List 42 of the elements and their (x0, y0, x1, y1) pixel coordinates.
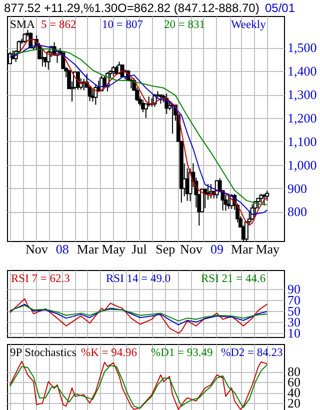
series-label: %K = 94.96 (81, 347, 138, 359)
y-tick-label: 900 (288, 180, 307, 196)
x-tick-label: May (102, 242, 126, 256)
text: RSI 14 = 49.0 (106, 273, 171, 285)
series-label: RSI 7 = 62.3 (11, 273, 70, 285)
annotation: 9P Stochastics (10, 347, 77, 359)
candlestick (206, 184, 210, 200)
x-tick-label: Mar (76, 242, 100, 256)
y-tick-label: 1,100 (288, 134, 317, 149)
x-tick-label: Mar (231, 242, 254, 256)
line-series (9, 304, 268, 326)
annotation: %D2 = 84.23 (221, 347, 283, 359)
series-label: %D1 = 93.49 (151, 347, 213, 359)
text: 05/01 (265, 1, 296, 15)
text: RSI 21 = 44.6 (201, 273, 266, 285)
text: 20 = 831 (164, 19, 206, 31)
x-tick-label: Sep (156, 242, 176, 256)
x-tick-label: Jul (132, 242, 148, 256)
x-tick-label: Nov (180, 242, 203, 256)
y-tick-label: 800 (288, 204, 307, 220)
annotation: SMA (10, 19, 36, 31)
candlestick (265, 190, 270, 202)
x-tick-label: Nov (25, 242, 48, 256)
y-tick-label: 1,500 (288, 40, 317, 56)
line-series (9, 304, 268, 322)
candlestick (90, 89, 95, 102)
line-series (9, 298, 268, 334)
candlestick (22, 32, 27, 44)
x-tick-label: 09 (210, 242, 224, 256)
series-label: 5 = 862 (41, 19, 76, 31)
y-tick-label: 90 (288, 281, 300, 296)
text: 10 = 807 (102, 19, 144, 31)
chart-title: 877.52 +11.29,%1.30O=862.82 (847.12-888.70) (4, 1, 260, 15)
y-tick-label: 1,200 (288, 110, 317, 126)
y-tick-label: 1,300 (288, 87, 317, 102)
x-tick-label: May (256, 242, 280, 256)
y-tick-label: 1,400 (288, 64, 317, 79)
x-tick-label: 08 (56, 242, 69, 256)
candlestick (200, 188, 204, 213)
candlestick (256, 198, 260, 209)
annotation: Weekly (231, 19, 266, 31)
y-tick-label: 1,000 (288, 157, 317, 172)
